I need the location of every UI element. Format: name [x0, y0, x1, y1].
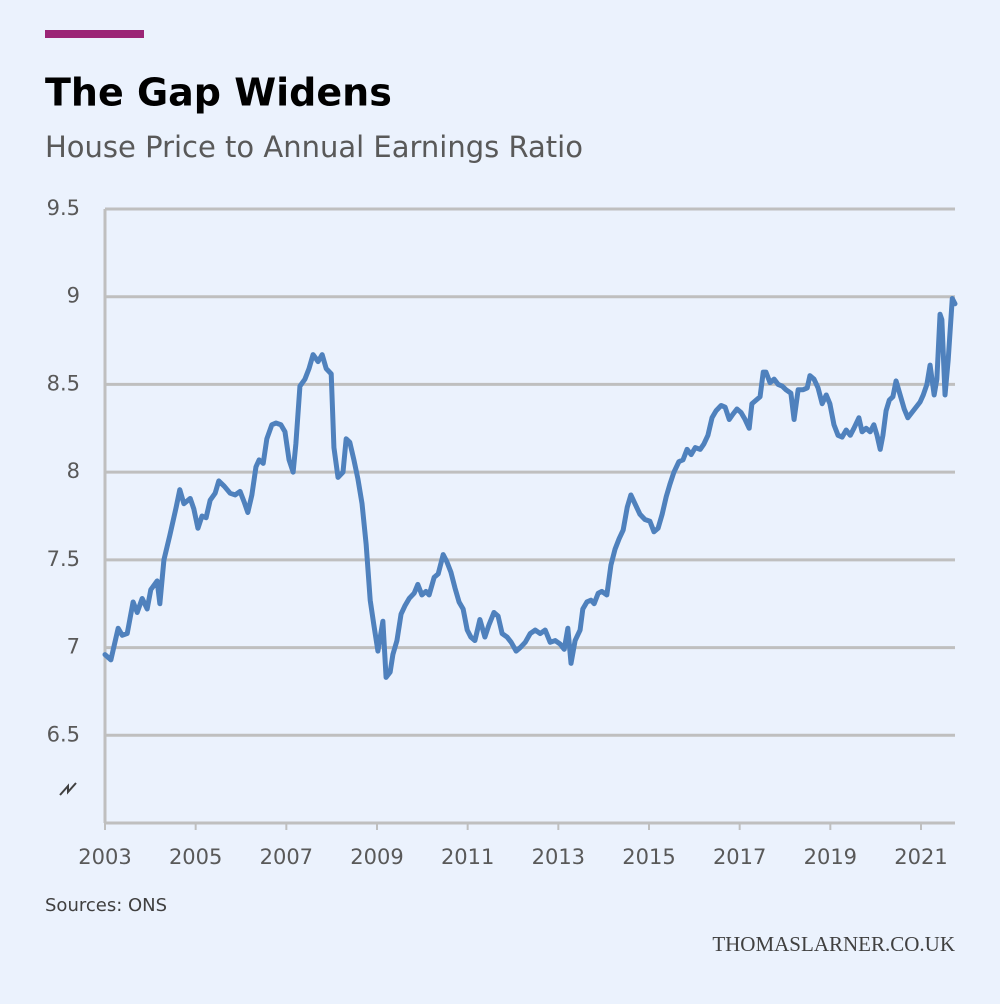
- x-tick-label: 2013: [532, 845, 585, 869]
- x-tick-label: 2017: [713, 845, 766, 869]
- source-note: Sources: ONS: [45, 895, 167, 916]
- x-tick-label: 2019: [804, 845, 857, 869]
- data-line: [102, 295, 958, 680]
- accent-bar: [45, 30, 144, 38]
- y-tick-label: 9: [67, 284, 80, 308]
- y-tick-label: 8: [67, 459, 80, 483]
- axis-break: [59, 782, 77, 796]
- x-tick-label: 2009: [350, 845, 403, 869]
- plot-area: 6.5 7 7.5 8 8.5 9 9.5 2003 2005 2007 2009 2011 2013 2…: [47, 196, 958, 869]
- y-tick-label: 7.5: [47, 547, 80, 571]
- y-tick-label: 8.5: [47, 371, 80, 395]
- x-tick-label: 2011: [441, 845, 494, 869]
- x-tick-label: 2007: [260, 845, 313, 869]
- y-tick-label: 9.5: [47, 196, 80, 220]
- x-tick-label: 2003: [78, 845, 131, 869]
- x-tick-label: 2005: [169, 845, 222, 869]
- y-tick-label: 7: [67, 635, 80, 659]
- y-tick-label: 6.5: [47, 722, 80, 746]
- x-tick-label: 2021: [894, 845, 947, 869]
- chart-title: The Gap Widens: [45, 71, 392, 115]
- x-tick-label: 2015: [622, 845, 675, 869]
- chart-subtitle: House Price to Annual Earnings Ratio: [45, 130, 583, 164]
- watermark: THOMASLARNER.CO.UK: [712, 932, 955, 956]
